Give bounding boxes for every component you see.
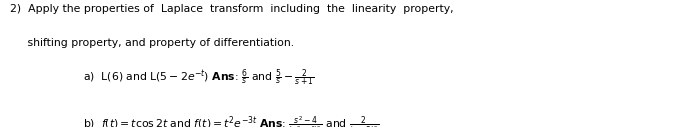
Text: a)  $\mathcal{L}(6)$ and $\mathcal{L}(5-2e^{-t})$ $\mathbf{Ans}$: $\frac{6}{s}$ : a) $\mathcal{L}(6)$ and $\mathcal{L}(5-2… — [83, 67, 315, 89]
Text: b)  $f(t) = t\cos 2t$ and $f(t) = t^2e^{-3t}$ $\mathbf{Ans}$: $\frac{s^2-4}{(s^2: b) $f(t) = t\cos 2t$ and $f(t) = t^2e^{-… — [83, 114, 380, 127]
Text: shifting property, and property of differentiation.: shifting property, and property of diffe… — [10, 38, 294, 48]
Text: 2)  Apply the properties of  Laplace  transform  including  the  linearity  prop: 2) Apply the properties of Laplace trans… — [10, 4, 454, 14]
